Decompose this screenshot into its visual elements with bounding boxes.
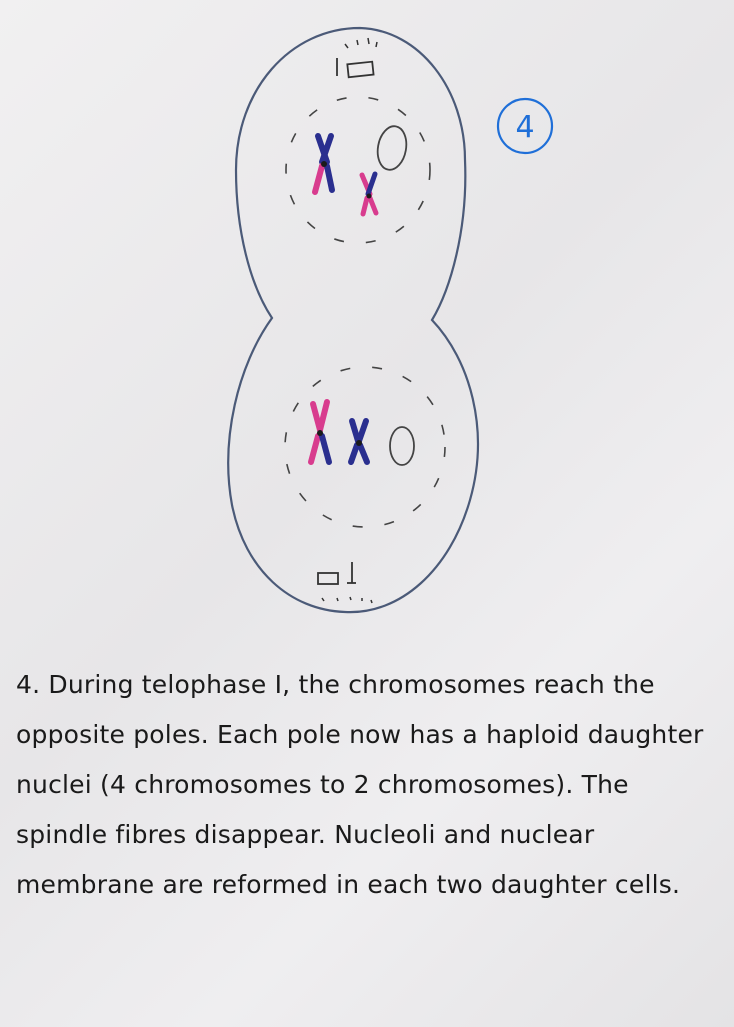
- bottom-nuclear-membrane: [284, 366, 446, 528]
- top-chromosome-2: [359, 171, 379, 217]
- bottom-pole-ticks: [321, 596, 373, 604]
- stage-number-badge: 4: [496, 97, 554, 155]
- cell-membrane: [227, 26, 479, 614]
- telophase-diagram: 4: [227, 26, 554, 614]
- top-chromosome-1: [312, 133, 335, 195]
- top-nucleolus: [376, 125, 408, 171]
- caption-text: 4. During telophase I, the chromosomes r…: [16, 670, 704, 899]
- bottom-nucleolus: [389, 426, 415, 466]
- bottom-chromosome-2: [348, 418, 370, 465]
- bottom-centrioles: [317, 562, 356, 585]
- top-centrioles: [336, 58, 375, 79]
- top-pole-ticks: [344, 37, 378, 49]
- stage-number: 4: [515, 110, 534, 145]
- stage-number-circle: [496, 97, 554, 155]
- top-nuclear-membrane: [285, 96, 431, 244]
- bottom-chromosome-1: [308, 399, 332, 465]
